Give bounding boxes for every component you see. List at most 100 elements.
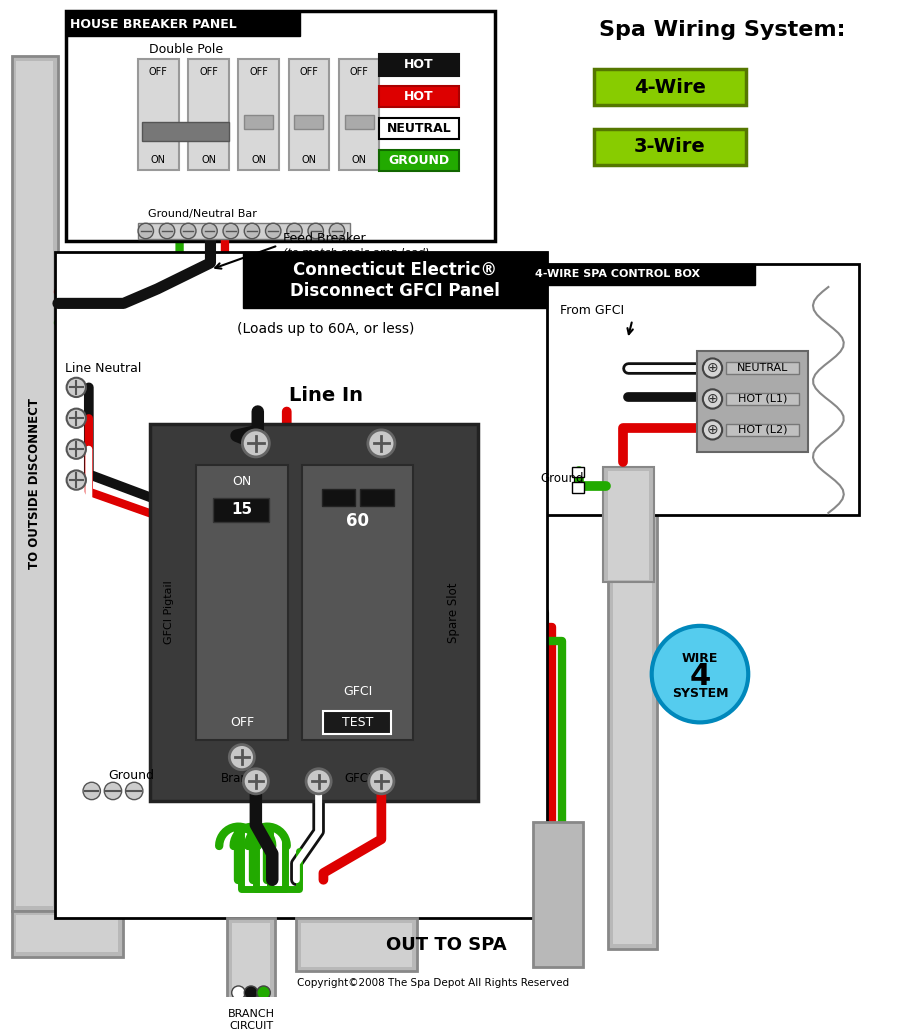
FancyBboxPatch shape bbox=[613, 520, 652, 945]
Text: Branch: Branch bbox=[221, 772, 263, 785]
FancyBboxPatch shape bbox=[142, 121, 229, 141]
FancyBboxPatch shape bbox=[213, 498, 269, 522]
Text: GROUND: GROUND bbox=[388, 154, 449, 167]
Circle shape bbox=[223, 223, 239, 239]
FancyBboxPatch shape bbox=[296, 919, 417, 971]
FancyBboxPatch shape bbox=[55, 252, 547, 919]
Text: ON: ON bbox=[151, 155, 166, 166]
Circle shape bbox=[83, 782, 100, 800]
Text: 3-Wire: 3-Wire bbox=[634, 138, 706, 156]
FancyBboxPatch shape bbox=[12, 57, 58, 911]
FancyBboxPatch shape bbox=[379, 55, 458, 75]
FancyBboxPatch shape bbox=[726, 393, 799, 404]
Text: SYSTEM: SYSTEM bbox=[672, 687, 728, 700]
Text: GFCI: GFCI bbox=[344, 772, 371, 785]
Circle shape bbox=[257, 986, 270, 999]
FancyBboxPatch shape bbox=[138, 59, 179, 170]
FancyBboxPatch shape bbox=[138, 223, 351, 239]
Text: OUT TO SPA: OUT TO SPA bbox=[386, 936, 507, 955]
Text: 4-WIRE SPA CONTROL BOX: 4-WIRE SPA CONTROL BOX bbox=[535, 270, 700, 280]
Text: GFCI Pigtail: GFCI Pigtail bbox=[164, 580, 174, 644]
Text: ON: ON bbox=[232, 475, 251, 489]
Text: NEUTRAL: NEUTRAL bbox=[387, 122, 451, 135]
Text: OFF: OFF bbox=[249, 67, 268, 77]
FancyBboxPatch shape bbox=[302, 465, 414, 740]
Text: OFF: OFF bbox=[199, 67, 218, 77]
Text: WIRE: WIRE bbox=[682, 652, 718, 665]
Text: 15: 15 bbox=[231, 502, 252, 518]
Text: Feed Breaker: Feed Breaker bbox=[283, 233, 365, 245]
FancyBboxPatch shape bbox=[697, 351, 808, 452]
Circle shape bbox=[244, 223, 260, 239]
FancyBboxPatch shape bbox=[16, 916, 118, 952]
Text: OFF: OFF bbox=[230, 716, 254, 729]
Text: HOUSE BREAKER PANEL: HOUSE BREAKER PANEL bbox=[71, 17, 237, 31]
Text: (Loads up to 60A, or less): (Loads up to 60A, or less) bbox=[237, 322, 414, 336]
FancyBboxPatch shape bbox=[594, 69, 746, 105]
FancyBboxPatch shape bbox=[150, 424, 478, 801]
FancyBboxPatch shape bbox=[196, 465, 288, 740]
Circle shape bbox=[180, 223, 196, 239]
Circle shape bbox=[369, 769, 394, 793]
Text: TEST: TEST bbox=[342, 716, 373, 729]
FancyBboxPatch shape bbox=[16, 61, 53, 906]
FancyBboxPatch shape bbox=[65, 11, 300, 36]
Text: Ground: Ground bbox=[109, 769, 154, 782]
FancyBboxPatch shape bbox=[531, 263, 859, 514]
Circle shape bbox=[231, 986, 245, 999]
Text: 4-Wire: 4-Wire bbox=[634, 77, 706, 97]
Text: NEUTRAL: NEUTRAL bbox=[737, 363, 788, 374]
FancyBboxPatch shape bbox=[65, 11, 495, 241]
Text: Ground: Ground bbox=[541, 471, 584, 485]
Circle shape bbox=[66, 470, 86, 490]
FancyBboxPatch shape bbox=[379, 118, 458, 139]
Text: ⊕: ⊕ bbox=[707, 423, 718, 437]
Circle shape bbox=[66, 378, 86, 397]
Text: HOT: HOT bbox=[405, 59, 434, 71]
Circle shape bbox=[138, 223, 153, 239]
Text: Connecticut Electric®: Connecticut Electric® bbox=[293, 260, 497, 279]
FancyBboxPatch shape bbox=[188, 59, 229, 170]
Circle shape bbox=[160, 223, 175, 239]
Circle shape bbox=[703, 358, 722, 378]
Text: 60: 60 bbox=[346, 511, 370, 530]
FancyBboxPatch shape bbox=[531, 263, 755, 285]
Circle shape bbox=[244, 986, 257, 999]
FancyBboxPatch shape bbox=[604, 466, 654, 582]
Circle shape bbox=[126, 782, 143, 800]
Text: ⊕: ⊕ bbox=[707, 392, 718, 406]
FancyBboxPatch shape bbox=[379, 150, 458, 171]
Text: ON: ON bbox=[352, 155, 367, 166]
Text: OFF: OFF bbox=[350, 67, 369, 77]
Circle shape bbox=[308, 223, 324, 239]
Text: 4: 4 bbox=[690, 662, 710, 690]
FancyBboxPatch shape bbox=[239, 59, 279, 170]
Circle shape bbox=[703, 389, 722, 409]
Circle shape bbox=[306, 769, 331, 793]
Circle shape bbox=[368, 430, 395, 457]
Text: Copyright©2008 The Spa Depot All Rights Reserved: Copyright©2008 The Spa Depot All Rights … bbox=[297, 979, 569, 988]
FancyBboxPatch shape bbox=[608, 514, 657, 950]
FancyBboxPatch shape bbox=[571, 466, 584, 477]
Circle shape bbox=[66, 439, 86, 459]
FancyBboxPatch shape bbox=[294, 115, 324, 129]
Text: BRANCH
CIRCUIT: BRANCH CIRCUIT bbox=[228, 1009, 274, 1029]
FancyBboxPatch shape bbox=[608, 471, 649, 579]
Text: ON: ON bbox=[251, 155, 266, 166]
Circle shape bbox=[652, 626, 748, 722]
Circle shape bbox=[66, 409, 86, 428]
Text: Spare Slot: Spare Slot bbox=[448, 582, 460, 642]
FancyBboxPatch shape bbox=[379, 86, 458, 107]
Text: Line In: Line In bbox=[289, 386, 363, 404]
Text: OFF: OFF bbox=[149, 67, 168, 77]
Text: HOT (L2): HOT (L2) bbox=[738, 425, 788, 435]
FancyBboxPatch shape bbox=[321, 489, 355, 506]
FancyBboxPatch shape bbox=[339, 59, 379, 170]
FancyBboxPatch shape bbox=[594, 129, 746, 166]
Circle shape bbox=[266, 223, 281, 239]
Text: HOT (L1): HOT (L1) bbox=[738, 394, 788, 404]
Text: ON: ON bbox=[301, 155, 317, 166]
FancyBboxPatch shape bbox=[360, 489, 394, 506]
FancyBboxPatch shape bbox=[231, 923, 270, 996]
FancyBboxPatch shape bbox=[571, 482, 584, 493]
